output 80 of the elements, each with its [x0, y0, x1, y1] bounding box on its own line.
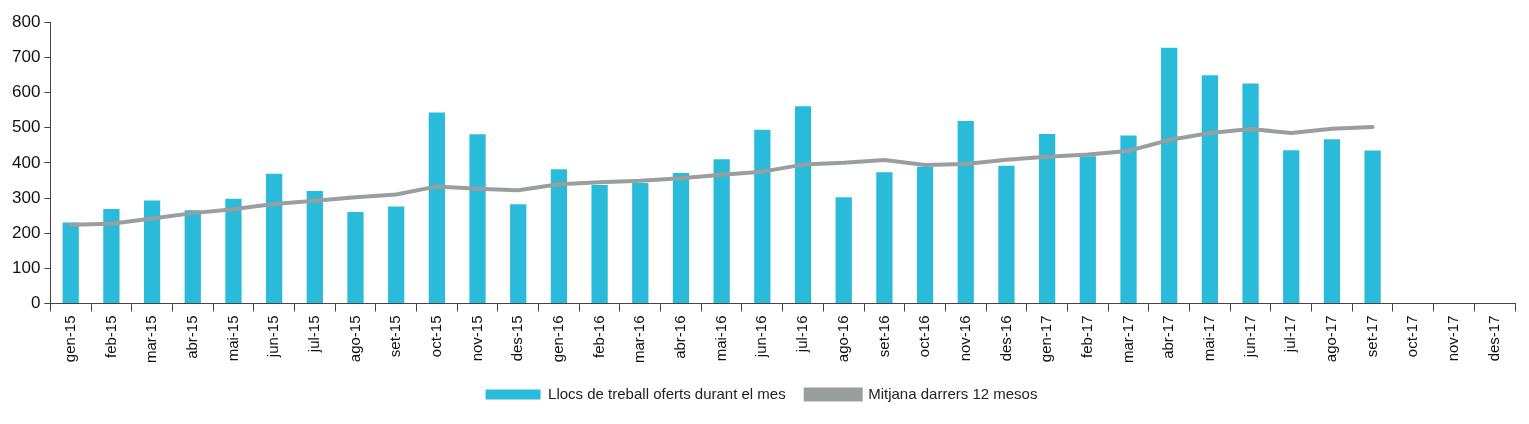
- x-tick-label: nov-16: [955, 315, 973, 362]
- bar: [1242, 83, 1259, 303]
- x-tick-label: des-16: [996, 315, 1014, 362]
- x-tick-label: abr-16: [671, 315, 689, 359]
- x-tick-label: des-17: [1484, 315, 1502, 362]
- bar: [957, 121, 974, 303]
- bar: [1120, 135, 1137, 303]
- bar: [794, 106, 812, 303]
- y-tick-label: 300: [11, 187, 41, 207]
- x-tick-label: ago-15: [345, 315, 363, 363]
- bar: [1201, 75, 1218, 303]
- bar: [916, 166, 934, 303]
- x-tick-label: feb-17: [1077, 315, 1095, 359]
- x-tick-label: abr-15: [182, 315, 200, 359]
- x-tick-label: jun-15: [264, 315, 282, 359]
- x-tick-label: ago-17: [1322, 315, 1340, 363]
- x-tick-label: mar-16: [630, 315, 648, 363]
- x-tick-label: jun-17: [1240, 315, 1258, 359]
- x-tick-label: des-15: [508, 315, 526, 362]
- bar: [143, 200, 161, 303]
- y-tick-label: 700: [11, 47, 41, 67]
- x-tick-label: gen-15: [60, 315, 78, 363]
- x-tick-label: nov-15: [467, 315, 485, 362]
- y-tick-label: 100: [11, 258, 41, 278]
- bar: [103, 208, 120, 303]
- x-tick-label: jul-16: [793, 315, 811, 354]
- x-tick-label: abr-17: [1159, 315, 1177, 359]
- x-tick-label: feb-15: [101, 315, 119, 359]
- x-tick-label: gen-17: [1037, 315, 1055, 363]
- bar: [754, 129, 771, 303]
- legend-label: Mitjana darrers 12 mesos: [868, 384, 1038, 402]
- bar: [713, 159, 730, 303]
- x-tick-label: set-16: [874, 315, 892, 358]
- x-tick-label: jul-17: [1281, 315, 1299, 354]
- y-tick-label: 200: [11, 222, 41, 242]
- x-tick-label: jun-16: [752, 315, 770, 359]
- bar: [306, 190, 323, 303]
- y-tick-label: 500: [11, 117, 41, 137]
- bar: [469, 134, 486, 303]
- bar: [1079, 156, 1096, 303]
- bar: [225, 198, 242, 303]
- bar: [550, 169, 568, 303]
- x-tick-label: oct-15: [427, 315, 445, 358]
- y-tick-label: 800: [11, 11, 41, 31]
- x-tick-label: feb-16: [589, 315, 607, 359]
- x-tick-label: set-15: [386, 315, 404, 358]
- x-tick-label: ago-16: [833, 315, 851, 363]
- bar: [632, 182, 649, 303]
- bar: [591, 185, 608, 303]
- bar: [347, 212, 364, 303]
- bar: [876, 172, 893, 303]
- bar: [1283, 150, 1300, 303]
- bar: [998, 165, 1015, 303]
- x-tick-label: mai-17: [1200, 315, 1218, 362]
- bar: [265, 173, 283, 303]
- x-tick-label: jul-15: [304, 315, 322, 354]
- y-tick-label: 0: [30, 293, 41, 313]
- bar: [1161, 47, 1178, 303]
- x-tick-label: gen-16: [549, 315, 567, 363]
- x-tick-label: oct-16: [915, 315, 933, 358]
- y-tick-label: 400: [11, 152, 41, 172]
- bar: [428, 112, 445, 303]
- x-tick-label: nov-17: [1444, 315, 1462, 362]
- x-tick-label: oct-17: [1403, 315, 1421, 358]
- bar: [510, 204, 527, 303]
- x-tick-label: mar-17: [1118, 315, 1136, 363]
- bar: [62, 222, 79, 303]
- bar: [1323, 139, 1341, 303]
- bar: [388, 206, 405, 303]
- x-tick-label: mar-15: [142, 315, 160, 363]
- bar: [184, 210, 201, 303]
- bar: [1038, 134, 1056, 303]
- x-tick-label: mai-15: [223, 315, 241, 362]
- bar: [1364, 150, 1381, 303]
- x-tick-label: set-17: [1362, 315, 1380, 358]
- bar: [835, 197, 852, 303]
- y-tick-label: 600: [11, 82, 41, 102]
- bar: [672, 173, 690, 303]
- x-tick-label: mai-16: [711, 315, 729, 362]
- legend-label: Llocs de treball oferts durant el mes: [548, 384, 786, 402]
